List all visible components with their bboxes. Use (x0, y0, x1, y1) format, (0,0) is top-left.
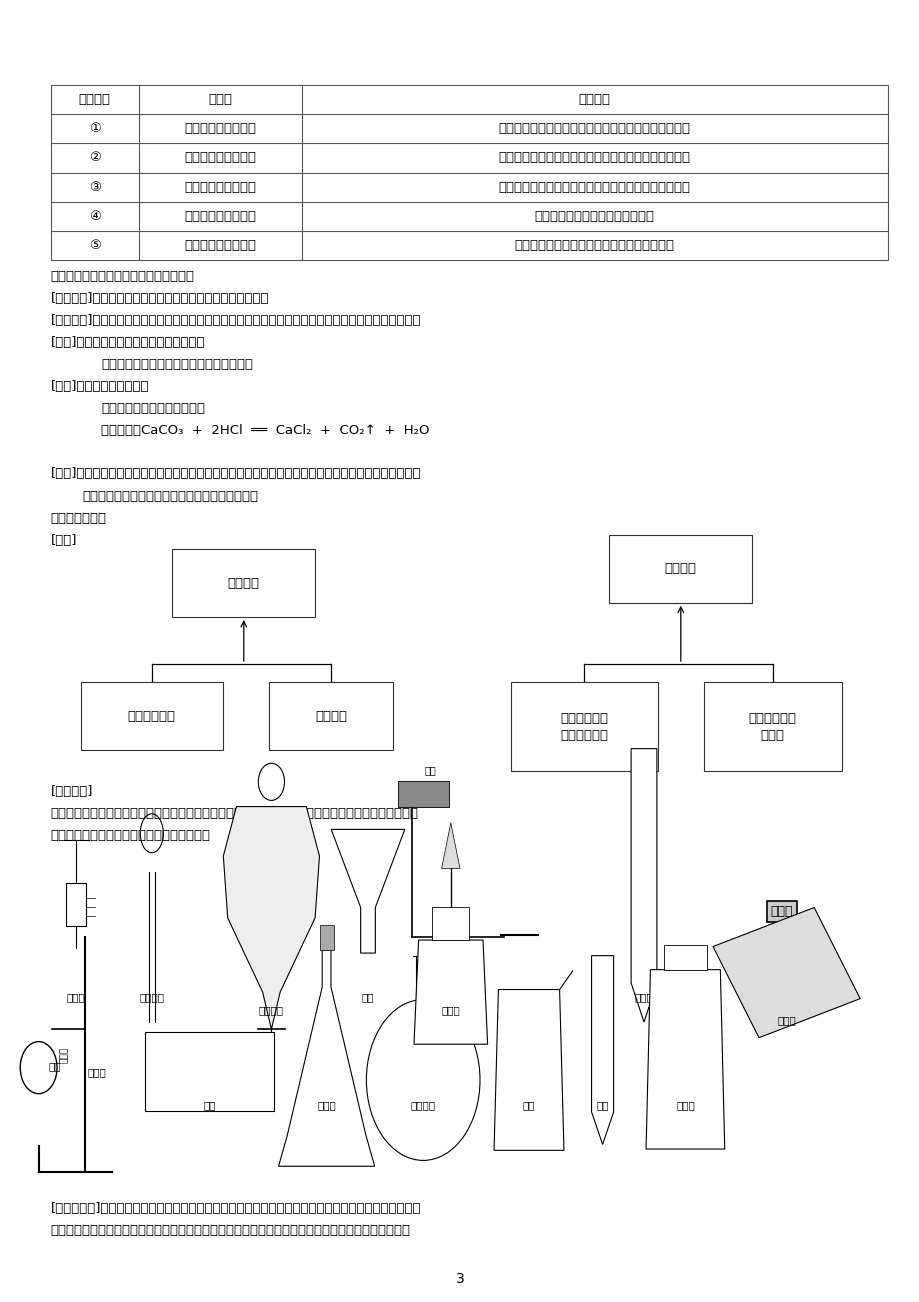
Text: [组织讨论]实验室制取二氧化碳应该选用的最佳试剂是什么？: [组织讨论]实验室制取二氧化碳应该选用的最佳试剂是什么？ (51, 292, 269, 305)
Bar (663, 945, 707, 970)
Text: 铁夹: 铁夹 (49, 1061, 62, 1072)
Text: 反应特别快有大量气泡产生但一会儿就没有气泡产生了: 反应特别快有大量气泡产生但一会儿就没有气泡产生了 (498, 181, 690, 194)
Polygon shape (645, 970, 724, 1150)
Polygon shape (331, 829, 404, 953)
Polygon shape (278, 950, 374, 1167)
Text: 反应物: 反应物 (208, 92, 232, 105)
Text: ①: ① (88, 122, 100, 135)
Polygon shape (223, 807, 319, 1029)
Bar (66, 884, 86, 927)
Text: [投影]: [投影] (51, 534, 77, 547)
Text: 锥形瓶: 锥形瓶 (317, 1100, 335, 1111)
Bar (319, 924, 334, 950)
Bar (145, 1032, 274, 1111)
Text: [投影]选择药品和反应原理时应考虑的因素: [投影]选择药品和反应原理时应考虑的因素 (51, 336, 205, 349)
Text: ④: ④ (88, 210, 100, 223)
Text: 学生分组实验，并观察、记录实验现象。: 学生分组实验，并观察、记录实验现象。 (51, 270, 195, 283)
Polygon shape (712, 907, 859, 1038)
Text: ②: ② (88, 151, 100, 164)
Bar (432, 907, 469, 940)
Text: [投影]一、药品及反应原理: [投影]一、药品及反应原理 (51, 380, 149, 393)
Text: 开始有气泡产生，但一会儿就没有气泡产生了: 开始有气泡产生，但一会儿就没有气泡产生了 (515, 240, 674, 253)
Bar (51, 85, 887, 260)
Text: 长颈漏斗: 长颈漏斗 (139, 992, 165, 1003)
Text: [概括总结]对比分析上述实验现象，实验室制取二氧化碳应该选用的最佳试剂是块状的石灰石和稀盐酸。: [概括总结]对比分析上述实验现象，实验室制取二氧化碳应该选用的最佳试剂是块状的石… (51, 314, 421, 327)
Text: 分液漏斗: 分液漏斗 (258, 1005, 284, 1016)
Bar (173, 549, 314, 617)
Text: 注射器: 注射器 (67, 992, 85, 1003)
Text: 常用石灰石或大理石与稀盐酸: 常用石灰石或大理石与稀盐酸 (101, 402, 205, 415)
Text: 能设计哪些制取二氧化碳的装置？画出草图。: 能设计哪些制取二氧化碳的装置？画出草图。 (51, 829, 210, 842)
Bar (398, 781, 448, 807)
Text: 验装置时，与自己小组所设计的几组实验装置进行比较，找出异同之处，反思自己所设计装置的不足。: 验装置时，与自己小组所设计的几组实验装置进行比较，找出异同之处，反思自己所设计装… (51, 1224, 410, 1237)
Text: 烧杯: 烧杯 (522, 1100, 535, 1111)
Text: 有气泡产生，反应能持续一段时间: 有气泡产生，反应能持续一段时间 (534, 210, 654, 223)
Bar (81, 682, 223, 750)
Text: 反应特别快有大量气泡产生但一会儿就没有气泡产生了: 反应特别快有大量气泡产生但一会儿就没有气泡产生了 (498, 151, 690, 164)
Polygon shape (414, 940, 487, 1044)
Text: 实验现象: 实验现象 (578, 92, 610, 105)
Text: 反应速率、反应条件、便于操作、安全环保: 反应速率、反应条件、便于操作、安全环保 (101, 358, 253, 371)
Text: [组织探究]: [组织探究] (51, 785, 93, 798)
Text: ⑤: ⑤ (88, 240, 100, 253)
Bar (608, 535, 752, 603)
Text: ③: ③ (88, 181, 100, 194)
Text: 碳酸钠粉末与稀盐酸: 碳酸钠粉末与稀盐酸 (184, 151, 255, 164)
Text: 平底烧瓶: 平底烧瓶 (410, 1100, 436, 1111)
Text: 请同学们从下列给定的仪器（也可以从其它未给出的仪器，也可以用生活代用品）中选择适当仪器，你们: 请同学们从下列给定的仪器（也可以从其它未给出的仪器，也可以用生活代用品）中选择适… (51, 807, 418, 820)
Text: 集气瓶: 集气瓶 (675, 1100, 694, 1111)
Text: 学生讨论并画图: 学生讨论并画图 (51, 512, 107, 525)
Text: 3: 3 (455, 1272, 464, 1285)
Text: [展示与交流]用实物展台展示同学们设计的实验装置，并说明该设计的成功之处，在其他小组交流展示实: [展示与交流]用实物展台展示同学们设计的实验装置，并说明该设计的成功之处，在其他… (51, 1202, 421, 1215)
Text: 试管: 试管 (596, 1100, 608, 1111)
Bar (703, 682, 841, 771)
Text: 碳酸钙粉末与稀盐酸: 碳酸钙粉末与稀盐酸 (184, 181, 255, 194)
Text: 反应物的状态: 反应物的状态 (128, 710, 176, 723)
Text: 发生装置: 发生装置 (228, 577, 259, 590)
Text: 水槽: 水槽 (203, 1100, 216, 1111)
Text: 玻璃片: 玻璃片 (777, 1016, 795, 1026)
Text: 反应条件: 反应条件 (315, 710, 346, 723)
Polygon shape (591, 956, 613, 1144)
Polygon shape (494, 990, 563, 1151)
Polygon shape (630, 749, 656, 1022)
Text: 碳试管: 碳试管 (770, 905, 792, 918)
Bar (510, 682, 657, 771)
Text: 双孔: 双孔 (425, 764, 436, 775)
Text: 实验编号: 实验编号 (78, 92, 110, 105)
Text: 块状石灰石与稀硫酸: 块状石灰石与稀硫酸 (184, 240, 255, 253)
Text: 铁架台: 铁架台 (87, 1068, 106, 1078)
Text: 酒精灯: 酒精灯 (441, 1005, 460, 1016)
Text: [过渡]药品确定之后，我们来研究反应的装置。请同学们回顾实验室制取氧气的发生装置和收集装置。并: [过渡]药品确定之后，我们来研究反应的装置。请同学们回顾实验室制取氧气的发生装置… (51, 467, 421, 480)
Text: 收集装置: 收集装置 (664, 562, 696, 575)
Polygon shape (441, 823, 460, 868)
Text: 气体的密度与
空气大小比较: 气体的密度与 空气大小比较 (560, 711, 607, 742)
Text: 块状石灰石与稀盐酸: 块状石灰石与稀盐酸 (184, 210, 255, 223)
Text: 反应特别快有大量气泡产生但一会儿就没有气泡产生了: 反应特别快有大量气泡产生但一会儿就没有气泡产生了 (498, 122, 690, 135)
Circle shape (366, 1000, 480, 1160)
Bar (269, 682, 393, 750)
Text: 思考选择发生装置和收集装置时应考虑哪些因素。: 思考选择发生装置和收集装置时应考虑哪些因素。 (83, 490, 258, 503)
Text: 气体在水中的
溶解性: 气体在水中的 溶解性 (748, 711, 796, 742)
Text: 锥形: 锥形 (361, 992, 374, 1003)
Text: 导管: 导管 (511, 992, 524, 1003)
Text: 反应原理：CaCO₃  +  2HCl  ══  CaCl₂  +  CO₂↑  +  H₂O: 反应原理：CaCO₃ + 2HCl ══ CaCl₂ + CO₂↑ + H₂O (101, 424, 429, 437)
Text: 碳试管: 碳试管 (634, 992, 652, 1003)
Text: 铁架台: 铁架台 (60, 1047, 69, 1062)
Text: 碳酸钾粉末与稀盐酸: 碳酸钾粉末与稀盐酸 (184, 122, 255, 135)
